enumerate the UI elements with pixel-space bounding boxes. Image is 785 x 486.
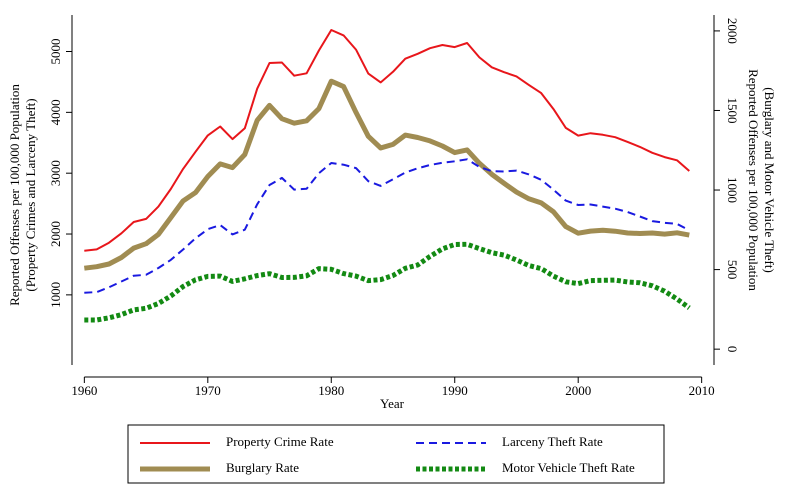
x-tick-label: 1990	[442, 383, 468, 398]
legend-label: Larceny Theft Rate	[502, 434, 603, 449]
y2-tick-label: 500	[725, 260, 740, 280]
legend-label: Property Crime Rate	[226, 434, 334, 449]
legend-label: Motor Vehicle Theft Rate	[502, 460, 635, 475]
y2-axis-title: Reported Offenses per 100,000 Population	[746, 69, 761, 291]
series-line	[84, 158, 690, 294]
series-line	[84, 29, 690, 252]
y2-tick-label: 2000	[725, 18, 740, 44]
y-axis-title: Reported Offenses per 100,000 Population	[7, 84, 22, 306]
x-tick-label: 1960	[71, 383, 97, 398]
x-tick-label: 2000	[565, 383, 591, 398]
x-tick-label: 1970	[195, 383, 221, 398]
y-axis-title: (Property Crimes and Larceny Theft)	[23, 98, 38, 291]
y2-tick-label: 0	[725, 346, 740, 353]
y2-tick-label: 1000	[725, 177, 740, 203]
y2-axis-title: (Burglary and Motor Vehicle Theft)	[762, 87, 777, 273]
x-axis-title: Year	[380, 396, 405, 411]
legend	[127, 424, 665, 484]
y-tick-label: 3000	[48, 160, 63, 186]
legend-label: Burglary Rate	[226, 460, 299, 475]
y-tick-label: 1000	[48, 282, 63, 308]
y2-tick-label: 1500	[725, 97, 740, 123]
series-line	[83, 78, 690, 271]
x-tick-label: 1980	[318, 383, 344, 398]
x-tick-label: 2010	[689, 383, 715, 398]
series-line	[84, 241, 691, 323]
y-tick-label: 2000	[48, 221, 63, 247]
y-tick-label: 5000	[48, 39, 63, 65]
y-tick-label: 4000	[48, 99, 63, 125]
